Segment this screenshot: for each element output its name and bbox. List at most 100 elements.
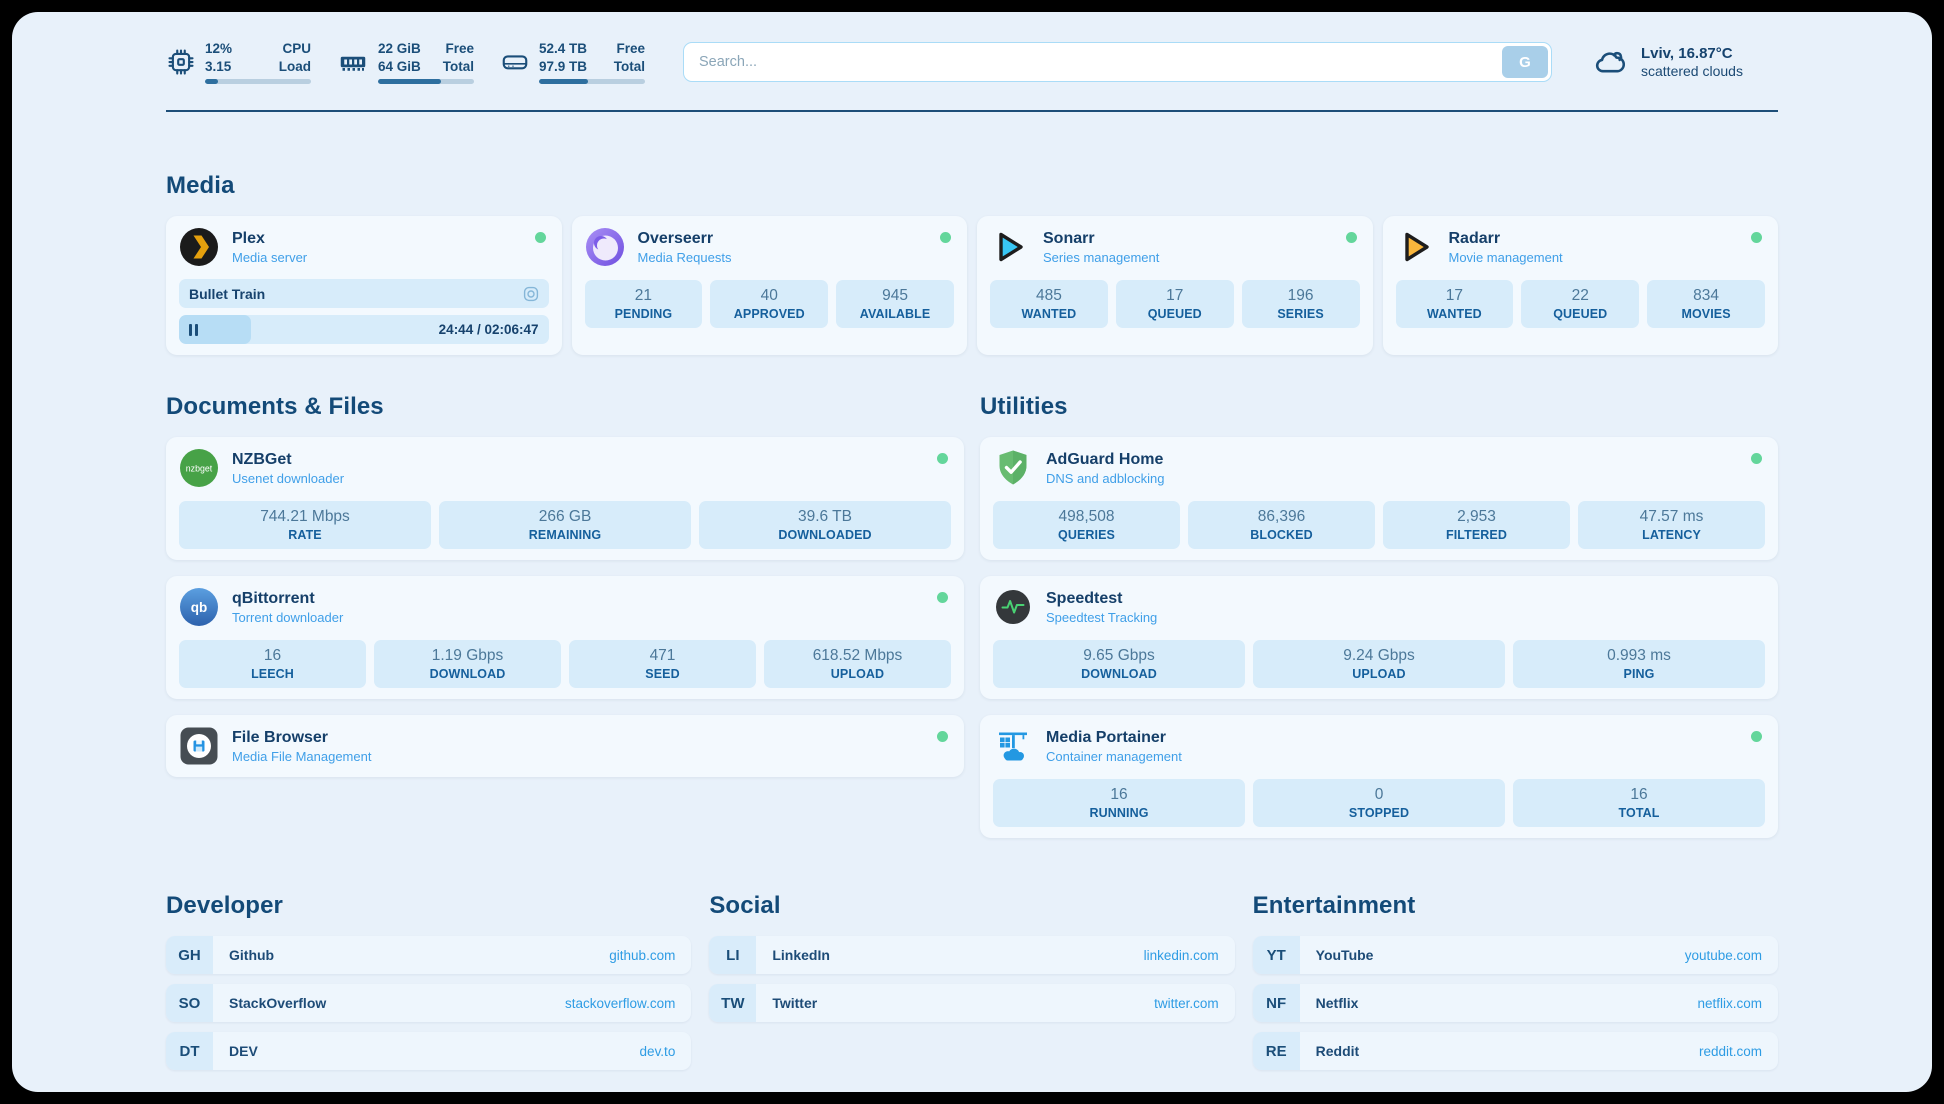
stat-block: 471 SEED — [569, 640, 756, 689]
bookmark-abbr: LI — [709, 936, 757, 975]
service-subtitle: Series management — [1043, 250, 1160, 265]
bookmark-name: LinkedIn — [772, 947, 830, 964]
cpu-load-label: Load — [278, 58, 311, 74]
bookmark-url: twitter.com — [1154, 995, 1219, 1011]
disk-free-label: Free — [616, 40, 645, 56]
status-online-dot — [937, 592, 948, 604]
svg-text:nzbget: nzbget — [186, 463, 213, 473]
section-documents: Documents & Files nzbget NZBGet Usenet d… — [166, 393, 964, 778]
stat-block: 17 QUEUED — [1115, 280, 1234, 329]
bookmark-stackoverflow[interactable]: SO StackOverflow stackoverflow.com — [166, 984, 692, 1023]
top-bar: 12% CPU 3.15 Load — [166, 34, 1778, 90]
service-title: Sonarr — [1043, 230, 1095, 247]
service-card-overseerr[interactable]: Overseerr Media Requests 21 PENDING 40 APP… — [571, 216, 967, 355]
stat-block: 196 SERIES — [1241, 280, 1360, 329]
bookmark-name: StackOverflow — [229, 995, 327, 1012]
speedtest-icon — [996, 590, 1030, 625]
disk-total-value: 97.9 TB — [539, 58, 588, 74]
service-title: Plex — [232, 230, 265, 247]
stat-block: 16 LEECH — [179, 640, 366, 689]
bookmark-abbr: NF — [1252, 984, 1300, 1023]
cpu-chip-icon — [168, 49, 194, 75]
service-subtitle: DNS and adblocking — [1046, 471, 1165, 486]
qbittorrent-icon: qb — [180, 588, 218, 627]
bookmark-linkedin[interactable]: LI LinkedIn linkedin.com — [709, 936, 1235, 975]
cpu-usage-value: 12% — [205, 40, 233, 56]
search-provider-button[interactable]: G — [1502, 46, 1548, 78]
pause-icon — [189, 323, 198, 336]
bookmark-dev[interactable]: DT DEV dev.to — [166, 1032, 692, 1071]
service-subtitle: Movie management — [1448, 250, 1563, 265]
section-utilities: Utilities AdGuard Home DNS and adblockin… — [980, 393, 1778, 839]
stat-block: 2,953 FILTERED — [1383, 501, 1570, 550]
bookmark-abbr: RE — [1252, 1032, 1300, 1071]
playback-time: 24:44 / 02:06:47 — [438, 322, 539, 337]
service-subtitle: Speedtest Tracking — [1046, 610, 1158, 626]
ram-icon — [340, 56, 366, 71]
service-subtitle: Media server — [232, 250, 308, 265]
filebrowser-icon — [180, 727, 218, 765]
stat-block: 485 WANTED — [990, 280, 1108, 329]
service-subtitle: Container management — [1046, 749, 1182, 765]
bookmark-abbr: GH — [166, 936, 213, 975]
search-bar: G — [683, 42, 1552, 82]
stat-block: 39.6 TB DOWNLOADED — [699, 501, 951, 550]
service-subtitle: Torrent downloader — [232, 610, 344, 626]
service-card-adguard[interactable]: AdGuard Home DNS and adblocking 498,508 Q… — [980, 437, 1778, 561]
cpu-load-value: 3.15 — [205, 58, 232, 74]
service-card-speedtest[interactable]: Speedtest Speedtest Tracking 9.65 Gbps DO… — [980, 576, 1778, 700]
dashboard-page: 12% CPU 3.15 Load — [12, 12, 1932, 1092]
bookmark-name: DEV — [229, 1043, 258, 1060]
service-subtitle: Usenet downloader — [232, 471, 345, 486]
bookmark-twitter[interactable]: TW Twitter twitter.com — [709, 984, 1235, 1023]
view-icon[interactable] — [523, 286, 539, 302]
service-subtitle: Media File Management — [232, 749, 372, 765]
section-entertainment: Entertainment YT YouTube youtube.com NF … — [1252, 892, 1778, 1080]
svg-text:qb: qb — [191, 600, 208, 615]
cpu-widget: 12% CPU 3.15 Load — [166, 40, 311, 85]
memory-total-label: Total — [442, 58, 474, 74]
memory-free-value: 22 GiB — [378, 40, 421, 56]
service-card-filebrowser[interactable]: File Browser Media File Management — [166, 715, 964, 778]
bookmark-github[interactable]: GH Github github.com — [166, 936, 692, 975]
bookmark-abbr: TW — [709, 984, 757, 1023]
bookmark-url: youtube.com — [1684, 947, 1762, 963]
stat-block: 498,508 QUERIES — [993, 501, 1180, 550]
now-playing-title: Bullet Train — [189, 285, 266, 302]
nzbget-icon: nzbget — [180, 449, 218, 487]
cpu-progress-bar — [205, 79, 311, 85]
weather-widget: Lviv, 16.87°C scattered clouds — [1590, 45, 1778, 79]
stat-block: 16 TOTAL — [1513, 779, 1765, 828]
bookmark-abbr: SO — [166, 984, 213, 1023]
service-card-radarr[interactable]: Radarr Movie management 17 WANTED 22 QUEUE… — [1382, 216, 1778, 355]
status-online-dot — [937, 453, 948, 464]
bookmark-reddit[interactable]: RE Reddit reddit.com — [1252, 1032, 1778, 1071]
status-online-dot — [1751, 232, 1762, 243]
bookmark-youtube[interactable]: YT YouTube youtube.com — [1252, 936, 1778, 975]
cpu-label: CPU — [282, 40, 311, 56]
stat-block: 744.21 Mbps RATE — [179, 501, 431, 550]
status-online-dot — [534, 232, 546, 243]
service-card-nzbget[interactable]: nzbget NZBGet Usenet downloader 744.21 M… — [166, 437, 964, 561]
weather-condition: scattered clouds — [1641, 63, 1743, 79]
cloud-icon — [1595, 51, 1626, 73]
service-card-qbittorrent[interactable]: qb qBittorrent Torrent downloader 16 LEEC… — [166, 576, 964, 700]
disk-total-label: Total — [613, 58, 645, 74]
disk-widget: 52.4 TB Free 97.9 TB Total — [500, 40, 645, 85]
search-input[interactable] — [687, 54, 1502, 70]
memory-free-label: Free — [445, 40, 474, 56]
bookmark-netflix[interactable]: NF Netflix netflix.com — [1252, 984, 1778, 1023]
service-card-portainer[interactable]: Media Portainer Container management 16 R… — [980, 715, 1778, 839]
bookmark-url: github.com — [609, 947, 676, 963]
stat-block: 0.993 ms PING — [1513, 640, 1765, 689]
stat-block: 86,396 BLOCKED — [1188, 501, 1375, 550]
service-card-plex[interactable]: Plex Media server Bullet Train — [166, 216, 562, 355]
adguard-icon — [999, 450, 1027, 485]
service-card-sonarr[interactable]: Sonarr Series management 485 WANTED 17 QUE… — [977, 216, 1373, 355]
stat-block: 47.57 ms LATENCY — [1578, 501, 1765, 550]
memory-widget: 22 GiB Free 64 GiB Total — [337, 40, 474, 85]
bookmark-url: linkedin.com — [1143, 947, 1219, 963]
service-title: Radarr — [1448, 230, 1501, 247]
stat-block: 9.24 Gbps UPLOAD — [1253, 640, 1505, 689]
topbar-divider — [166, 110, 1778, 112]
